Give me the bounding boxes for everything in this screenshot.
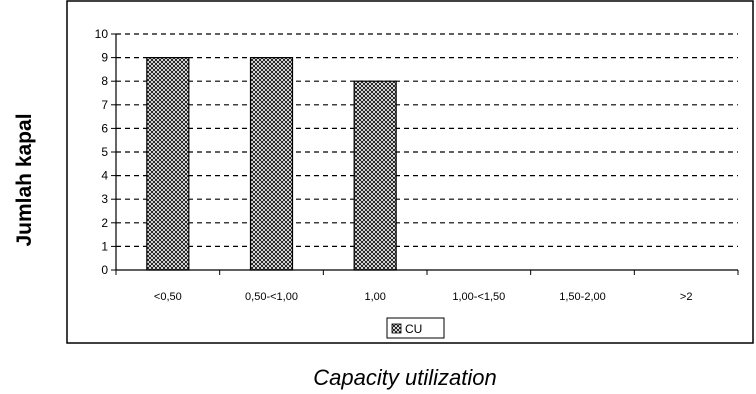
y-axis-label: Jumlah kapal (13, 113, 36, 246)
y-tick-label: 3 (101, 192, 108, 206)
x-tick-labels: <0,50 0,50-<1,00 1,00 1,00-<1,50 1,50-2,00 >2 (154, 291, 693, 303)
bars (146, 56, 397, 271)
y-tick-label: 4 (101, 169, 108, 183)
y-tick-label: 2 (101, 216, 108, 230)
bar-0 (146, 56, 190, 271)
axes (111, 33, 739, 275)
y-tick-label: 8 (101, 74, 108, 88)
y-tick-label: 0 (101, 263, 108, 277)
bar-1 (249, 56, 294, 271)
y-tick-label: 1 (101, 239, 108, 253)
y-tick-label: 5 (101, 145, 108, 159)
x-tick-label: 1,00-<1,50 (452, 291, 505, 303)
x-axis-label: Capacity utilization (313, 365, 496, 390)
x-tick-label: 1,50-2,00 (559, 291, 605, 303)
y-tick-label: 7 (101, 98, 108, 112)
legend: CU (386, 317, 445, 339)
legend-swatch (391, 323, 402, 334)
y-tick-label: 6 (101, 121, 108, 135)
gridlines (116, 33, 738, 247)
x-tick-label: 1,00 (364, 291, 385, 303)
y-tick-label: 10 (95, 27, 109, 41)
legend-entry-label: CU (405, 322, 422, 336)
x-tick-label: <0,50 (154, 291, 182, 303)
x-tick-label: 0,50-<1,00 (245, 291, 298, 303)
x-tick-label: >2 (680, 291, 693, 303)
y-tick-label: 9 (101, 51, 108, 65)
bar-2 (353, 80, 397, 271)
y-tick-labels: 0 1 2 3 4 5 6 7 8 9 10 (95, 27, 109, 277)
